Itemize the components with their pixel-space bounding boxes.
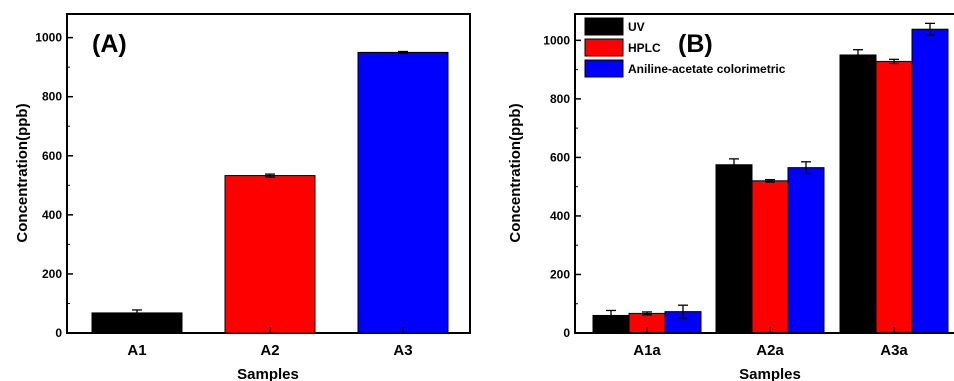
y-tick-label: 600 (42, 149, 62, 163)
x-tick-label: A3a (880, 342, 908, 359)
bar-a3a-series-1 (875, 60, 913, 334)
y-tick-label: 600 (550, 150, 570, 164)
y-tick-label: 0 (563, 326, 570, 340)
legend-swatch (584, 59, 624, 78)
bar-a2a-series-0 (715, 164, 753, 334)
chart-panel-a: 0 200 400 600 800 1000 A1 A2 A3 (A) Concentrati… (14, 13, 471, 381)
y-tick-label: 1000 (543, 33, 570, 47)
bar-a2a-series-1 (751, 180, 789, 334)
legend-swatch (584, 17, 624, 36)
y-tick-label: 400 (550, 209, 570, 223)
bar-a3a-series-2 (911, 28, 949, 334)
x-tick-label: A2a (756, 342, 784, 359)
chart-panel-b: 0 200 400 600 800 1000 A1a A2a A3a (B) Concentr… (507, 13, 954, 381)
y-axis-title-b: Concentration(ppb) (507, 103, 524, 242)
legend-swatch (584, 38, 624, 57)
y-axis-title-a: Concentration(ppb) (14, 103, 31, 242)
x-axis-title-b: Samples (739, 366, 801, 381)
legend-label: Aniline-acetate colorimetric (628, 62, 786, 76)
x-tick-label: A1a (633, 342, 661, 359)
x-tick-label: A3 (393, 342, 412, 359)
y-tick-label: 200 (42, 267, 62, 281)
legend-label: UV (628, 20, 645, 34)
bar-a3 (357, 51, 449, 334)
panel-label-b: (B) (678, 30, 713, 58)
bar-a2 (224, 175, 316, 334)
y-tick-label: 0 (55, 326, 62, 340)
legend-label: HPLC (628, 41, 661, 55)
y-tick-label: 800 (42, 90, 62, 104)
y-tick-label: 800 (550, 92, 570, 106)
x-tick-label: A1 (127, 342, 146, 359)
x-tick-label: A2 (260, 342, 279, 359)
y-tick-label: 400 (42, 208, 62, 222)
x-axis-title-a: Samples (237, 366, 299, 381)
y-tick-label: 1000 (35, 31, 62, 45)
bar-a2a-series-2 (787, 167, 825, 334)
bar-a3a-series-0 (839, 54, 877, 334)
y-tick-label: 200 (550, 267, 570, 281)
panel-label-a: (A) (92, 30, 127, 58)
legend: UV HPLC Aniline-acetate colorimetric (584, 17, 786, 78)
